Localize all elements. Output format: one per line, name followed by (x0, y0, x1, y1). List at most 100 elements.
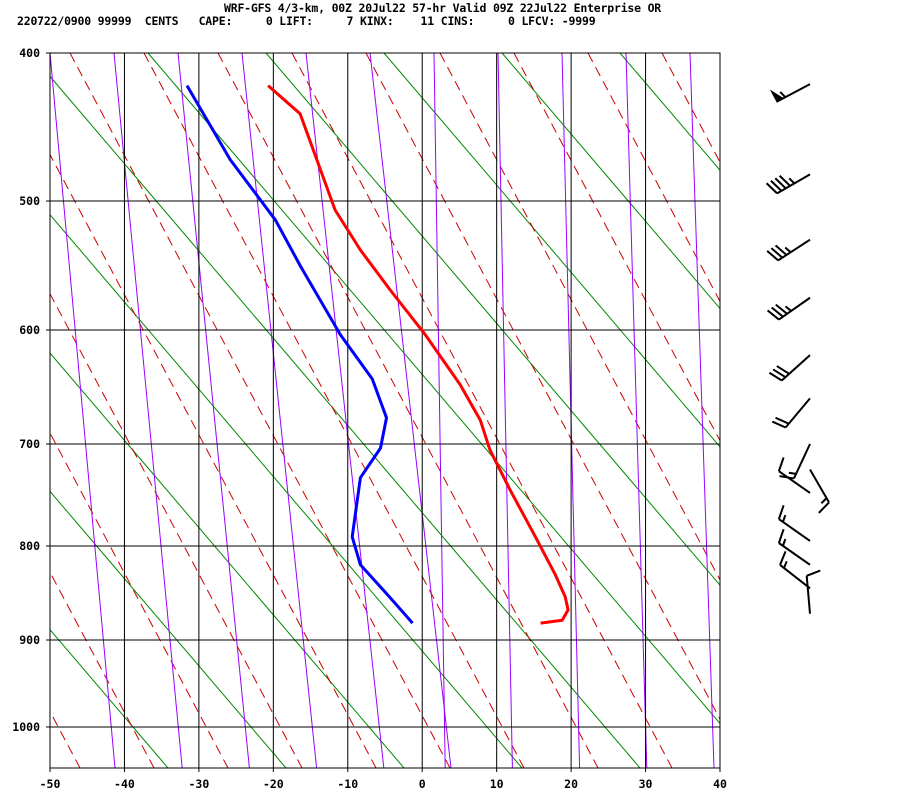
wind-barb (769, 83, 811, 103)
x-tick-label: 10 (490, 777, 504, 791)
lift-value: 7 (346, 14, 354, 28)
green-line (501, 53, 720, 310)
isotherm-line (113, 53, 183, 768)
barb-flag (769, 89, 784, 102)
green-line (50, 352, 405, 768)
wind-barb (777, 505, 811, 542)
green-line (147, 53, 720, 725)
barb-full (770, 180, 783, 192)
barb-shaft (777, 238, 811, 262)
temperature-line (267, 84, 570, 625)
dry-adiabat-line (50, 571, 155, 768)
station-time: 220722/0900 99999 (17, 14, 132, 28)
barb-full (777, 528, 785, 544)
tick-labels: -50 -40 -30 -20 -10 0 10 20 30 40 400 500 600 700 800 9… (12, 46, 727, 791)
green-line (738, 53, 900, 768)
grid (46, 52, 721, 772)
x-tick-label: -10 (337, 777, 358, 791)
isotherm-line (50, 53, 116, 768)
y-tick-label: 700 (19, 437, 40, 451)
x-tick-label: 40 (713, 777, 727, 791)
barb-shaft (809, 469, 830, 503)
y-tick-label: 600 (19, 323, 40, 337)
barb-half (784, 246, 792, 253)
isotherm-line (369, 53, 452, 768)
barb-full (818, 501, 830, 514)
dry-adiabat-line (736, 53, 900, 768)
dry-adiabat-line (50, 153, 377, 768)
dewpoint-line (185, 84, 414, 625)
barb-full (771, 306, 784, 318)
y-tick-label: 1000 (12, 720, 40, 734)
barb-full (766, 309, 780, 321)
barb-half (782, 514, 787, 523)
x-tick-label: -20 (263, 777, 284, 791)
green-line (50, 75, 641, 768)
barb-full (774, 177, 787, 190)
lfcv-label: LFCV: (521, 14, 556, 28)
cins-value: 0 (507, 14, 515, 28)
barb-full (777, 505, 785, 520)
chart-title: WRF-GFS 4/3-km, 00Z 20Jul22 57-hr Valid … (224, 1, 662, 15)
dry-adiabat-line (587, 53, 720, 303)
x-tick-label: -30 (188, 777, 209, 791)
barb-half (783, 560, 788, 569)
dry-adiabat-line (69, 53, 451, 768)
barb-shaft (793, 443, 811, 479)
barb-full (774, 244, 788, 256)
kinx-value: 11 (420, 14, 435, 28)
barb-full (765, 182, 778, 195)
wind-barb (805, 569, 821, 614)
barb-shaft (778, 296, 811, 321)
barb-half (779, 91, 786, 98)
isotherm-line (497, 53, 513, 768)
isotherm-line (241, 53, 318, 768)
dry-adiabat-line (217, 53, 599, 768)
y-tick-label: 500 (19, 194, 40, 208)
x-tick-label: 30 (639, 777, 653, 791)
barb-half (788, 177, 796, 185)
y-tick-label: 400 (19, 46, 40, 60)
cape-label: CAPE: (198, 14, 233, 28)
wind-barb (765, 173, 811, 195)
isotherm-line (177, 53, 250, 768)
green-line (50, 213, 523, 768)
y-tick-label: 800 (19, 539, 40, 553)
barb-half (820, 497, 828, 505)
wind-barb (779, 443, 811, 480)
series-group (185, 84, 570, 625)
isotherm-line (754, 53, 781, 768)
x-tick-label: 20 (564, 777, 578, 791)
wind-barb (777, 528, 811, 566)
dry-adiabat-line (50, 292, 303, 768)
dry-adiabat-line (439, 53, 720, 581)
wind-barb (809, 469, 830, 514)
isotherm-line (625, 53, 648, 768)
units: CENTS (144, 14, 179, 28)
green-line (50, 490, 287, 768)
barb-shaft (781, 354, 811, 382)
barb-full (777, 457, 785, 472)
cape-value: 0 (265, 14, 273, 28)
dry-adiabat-line (50, 710, 81, 768)
wind-barb (766, 296, 811, 321)
green-line (50, 767, 51, 768)
isotherm-line (689, 53, 715, 768)
barb-full (775, 416, 790, 425)
dry-adiabat-line (291, 53, 673, 768)
wind-barb (777, 457, 811, 494)
barb-full (806, 569, 821, 577)
dry-adiabat-line (513, 53, 720, 442)
barb-half (788, 471, 797, 475)
barb-full (779, 551, 787, 566)
x-tick-label: -40 (114, 777, 135, 791)
wind-barb (771, 397, 811, 429)
barb-full (776, 365, 790, 375)
barb-half (782, 538, 787, 547)
wind-barbs (765, 83, 830, 614)
barb-full (775, 303, 788, 315)
y-tick-label: 900 (19, 633, 40, 647)
barb-full (771, 420, 786, 429)
kinx-label: KINX: (360, 14, 394, 28)
dry-adiabat-line (365, 53, 720, 721)
